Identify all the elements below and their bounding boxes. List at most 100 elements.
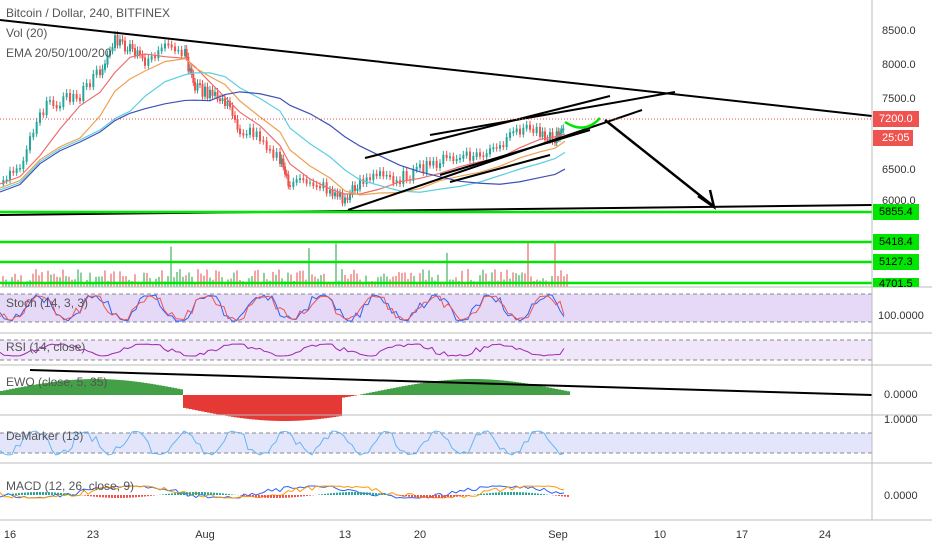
stoch-d <box>0 295 565 321</box>
macd-hist <box>15 493 17 495</box>
macd-hist <box>177 492 179 495</box>
trend-line <box>0 19 873 117</box>
macd-hist <box>111 495 113 498</box>
volume-bar <box>323 273 325 287</box>
macd-hist <box>447 495 449 498</box>
volume-bar <box>92 282 94 287</box>
ewo-bar <box>111 379 114 395</box>
volume-bar <box>53 273 55 287</box>
level-text: 5127.3 <box>879 256 913 268</box>
ewo-bar <box>552 388 555 395</box>
candle <box>119 39 121 46</box>
ewo-bar <box>456 379 459 395</box>
ewo-bar <box>522 383 525 395</box>
macd-hist <box>213 492 215 495</box>
candle <box>39 112 41 123</box>
volume-bar <box>365 275 367 287</box>
volume-bar <box>278 269 280 287</box>
macd-hist <box>417 495 419 498</box>
candle <box>42 112 45 116</box>
ewo-bar <box>252 395 255 420</box>
macd-hist <box>207 492 209 495</box>
ewo-bar <box>102 379 105 395</box>
ewo-bar <box>405 385 408 395</box>
macd-hist <box>147 495 149 497</box>
candle <box>221 98 224 102</box>
candle <box>226 101 229 107</box>
candle <box>190 68 193 75</box>
candle <box>65 93 68 98</box>
macd-hist <box>402 495 404 497</box>
macd-hist <box>102 495 104 498</box>
ewo-bar <box>270 395 273 421</box>
volume-bar <box>494 269 496 287</box>
macd-hist <box>450 495 452 498</box>
macd-hist <box>303 495 305 497</box>
ewo-bar <box>117 379 120 395</box>
ewo-bar <box>507 381 510 395</box>
ewo-bar <box>114 379 117 395</box>
macd-hist <box>501 492 503 495</box>
candle <box>439 163 441 169</box>
macd-hist <box>489 493 491 495</box>
candle <box>101 68 104 76</box>
volume-bar <box>353 269 355 287</box>
candle <box>499 145 501 149</box>
ewo-bar <box>561 390 564 395</box>
candle <box>292 181 295 187</box>
macd-hist <box>522 492 524 495</box>
macd-hist <box>9 493 11 495</box>
macd-hist <box>219 493 221 495</box>
candle <box>245 133 248 136</box>
macd-hist <box>339 492 341 495</box>
volume-bar <box>302 270 304 287</box>
macd-hist <box>27 492 29 495</box>
ewo-bar <box>144 382 147 395</box>
macd-hist <box>168 493 170 495</box>
ewo-bar <box>513 381 516 395</box>
volume-bar <box>476 281 478 287</box>
ewo-bar <box>99 379 102 395</box>
ewo-bar <box>402 386 405 395</box>
ewo-bar <box>462 379 465 395</box>
macd-hist <box>273 495 275 498</box>
ewo-bar <box>180 389 183 395</box>
volume-bar <box>482 269 484 287</box>
macd-hist <box>558 495 560 496</box>
candle <box>85 83 88 87</box>
macd-hist <box>384 493 386 495</box>
candle <box>415 166 418 170</box>
macd-hist <box>282 495 284 498</box>
stoch-band <box>0 294 872 322</box>
ewo-bar <box>309 395 312 420</box>
candle <box>239 128 241 135</box>
macd-hist <box>210 492 212 495</box>
level-badge <box>873 204 919 220</box>
ewo-bar <box>534 384 537 395</box>
volume-bar <box>215 270 217 287</box>
ewo-bar <box>567 391 570 395</box>
candle <box>89 83 91 88</box>
candle <box>465 151 468 156</box>
volume-bar <box>551 275 553 287</box>
macd-hist <box>453 495 455 497</box>
candle <box>147 58 150 66</box>
macd-hist <box>225 493 227 495</box>
ewo-bar <box>225 395 228 416</box>
candle <box>532 128 535 134</box>
candle <box>131 44 134 50</box>
volume-bar <box>548 281 550 287</box>
ewo-bar <box>516 382 519 395</box>
macd-hist <box>48 492 50 495</box>
ewo-bar <box>204 395 207 413</box>
volume-bar <box>335 243 337 287</box>
volume-bar <box>254 270 256 287</box>
price-badge <box>873 111 919 127</box>
ema-200 <box>0 91 566 193</box>
countdown-text: 25:05 <box>882 132 910 144</box>
candle <box>489 148 491 155</box>
candle <box>49 100 51 102</box>
ewo-bar <box>393 387 396 395</box>
candle <box>546 139 549 141</box>
trend-line <box>29 369 873 396</box>
